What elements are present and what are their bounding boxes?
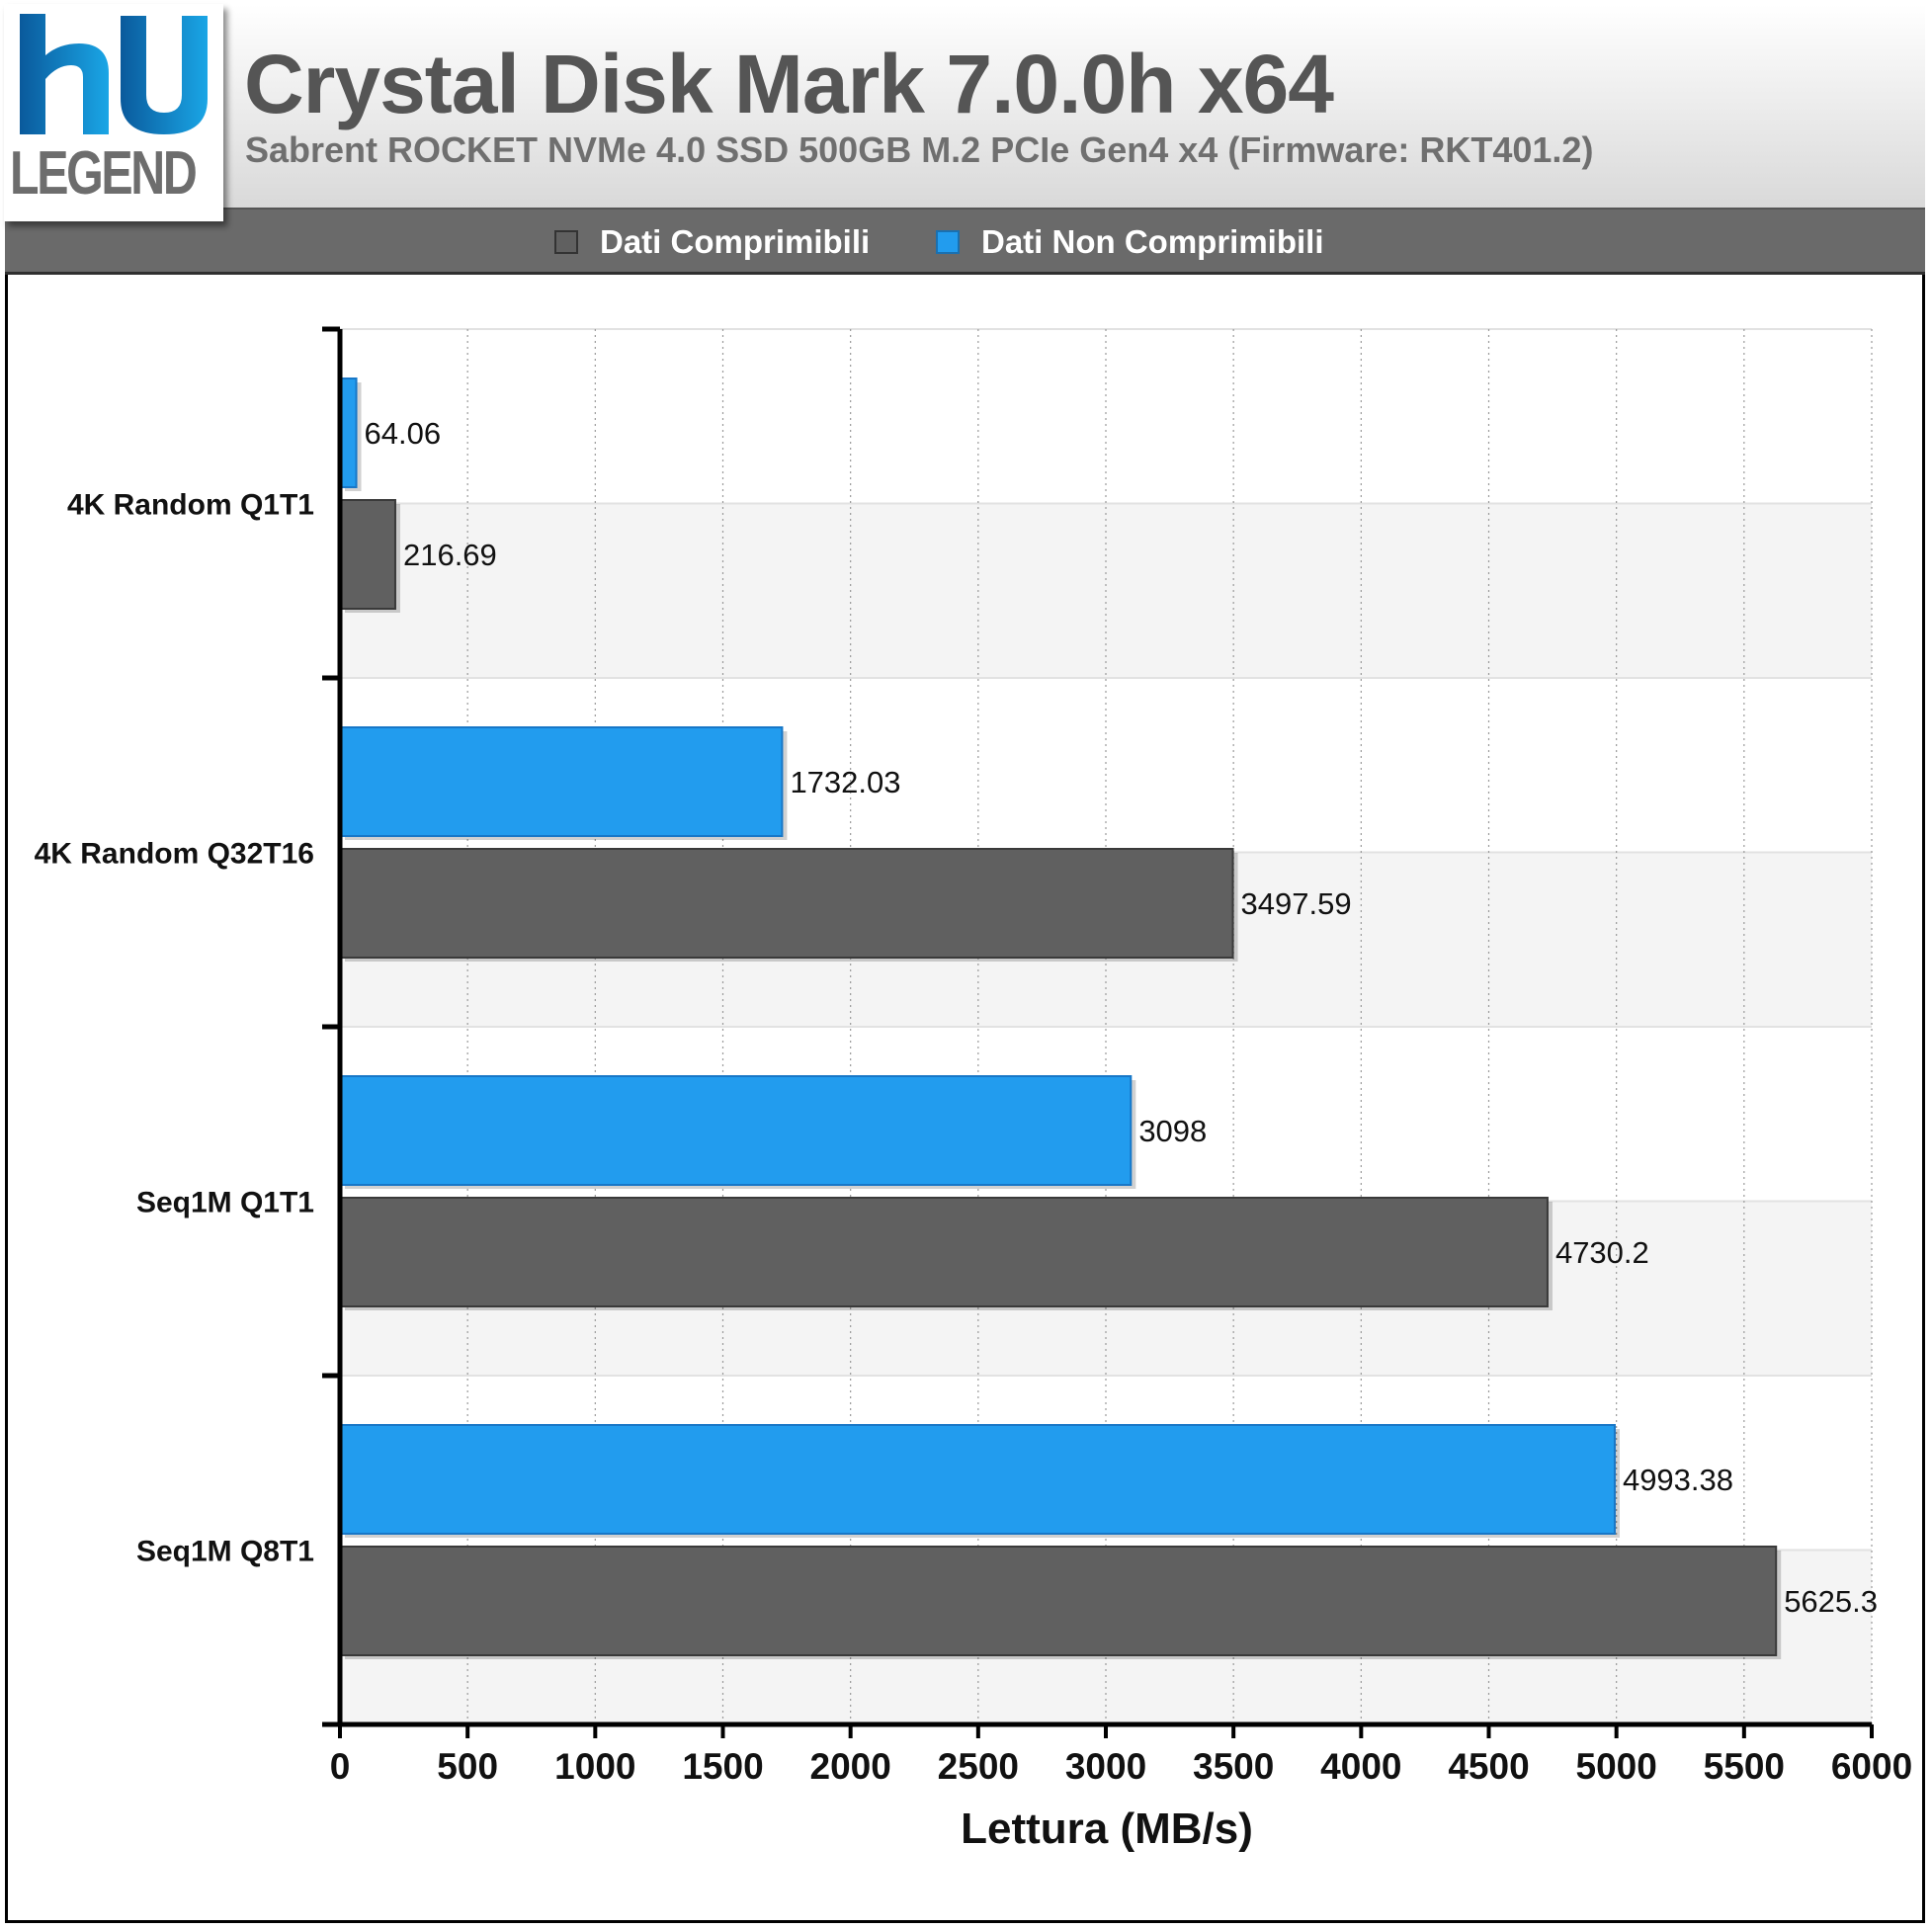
bar-value-label: 1732.03 <box>790 765 900 799</box>
x-axis-title: Lettura (MB/s) <box>961 1804 1253 1853</box>
bar-value-label: 4993.38 <box>1623 1463 1733 1497</box>
x-tick-label: 2000 <box>810 1746 891 1787</box>
bar-value-label: 3497.59 <box>1241 886 1352 921</box>
legend-swatch-compressible <box>554 230 578 254</box>
bar-value-label: 3098 <box>1138 1114 1207 1148</box>
legend-item-compressible: Dati Comprimibili <box>554 223 871 260</box>
x-tick-label: 1500 <box>682 1746 763 1787</box>
bar-compressible <box>339 848 1234 959</box>
x-tick-label: 4000 <box>1320 1746 1401 1787</box>
y-category-label: 4K Random Q1T1 <box>67 489 314 522</box>
site-logo: LEGEND <box>4 4 223 221</box>
x-tick-label: 5500 <box>1704 1746 1785 1787</box>
x-tick-label: 0 <box>330 1746 351 1787</box>
x-tick-label: 4500 <box>1448 1746 1529 1787</box>
bar-compressible <box>339 1546 1778 1656</box>
bar-compressible <box>339 1197 1549 1307</box>
bar-compressible <box>339 499 396 610</box>
x-tick-label: 500 <box>437 1746 498 1787</box>
x-tick-label: 5000 <box>1576 1746 1657 1787</box>
bar-noncompressible <box>339 726 784 837</box>
x-tick-label: 3000 <box>1065 1746 1146 1787</box>
bar-noncompressible <box>339 1075 1133 1186</box>
legend-label-compressible: Dati Comprimibili <box>600 223 871 260</box>
y-category-label: 4K Random Q32T16 <box>35 838 314 871</box>
x-tick-label: 3500 <box>1193 1746 1274 1787</box>
legend-item-noncompressible: Dati Non Comprimibili <box>936 223 1324 260</box>
bar-value-label: 4730.2 <box>1555 1235 1649 1270</box>
bar-value-label: 64.06 <box>365 416 442 451</box>
x-tick-label: 6000 <box>1831 1746 1912 1787</box>
y-category-label: Seq1M Q1T1 <box>136 1187 314 1219</box>
x-tick-label: 2500 <box>938 1746 1019 1787</box>
logo-mark-icon <box>20 14 208 134</box>
chart-title: Crystal Disk Mark 7.0.0h x64 <box>244 38 1334 130</box>
legend-label-noncompressible: Dati Non Comprimibili <box>981 223 1324 260</box>
bar-noncompressible <box>339 1424 1616 1535</box>
plot-band <box>340 329 1872 504</box>
bar-value-label: 216.69 <box>403 538 497 572</box>
chart-header: Crystal Disk Mark 7.0.0h x64 Sabrent ROC… <box>5 5 1925 210</box>
legend: Dati Comprimibili Dati Non Comprimibili <box>5 210 1925 275</box>
logo-text: LEGEND <box>10 139 198 208</box>
chart-subtitle: Sabrent ROCKET NVMe 4.0 SSD 500GB M.2 PC… <box>245 129 1594 170</box>
x-tick-label: 1000 <box>554 1746 635 1787</box>
bar-value-label: 5625.3 <box>1784 1584 1878 1619</box>
y-category-label: Seq1M Q8T1 <box>136 1536 314 1568</box>
legend-swatch-noncompressible <box>936 230 960 254</box>
